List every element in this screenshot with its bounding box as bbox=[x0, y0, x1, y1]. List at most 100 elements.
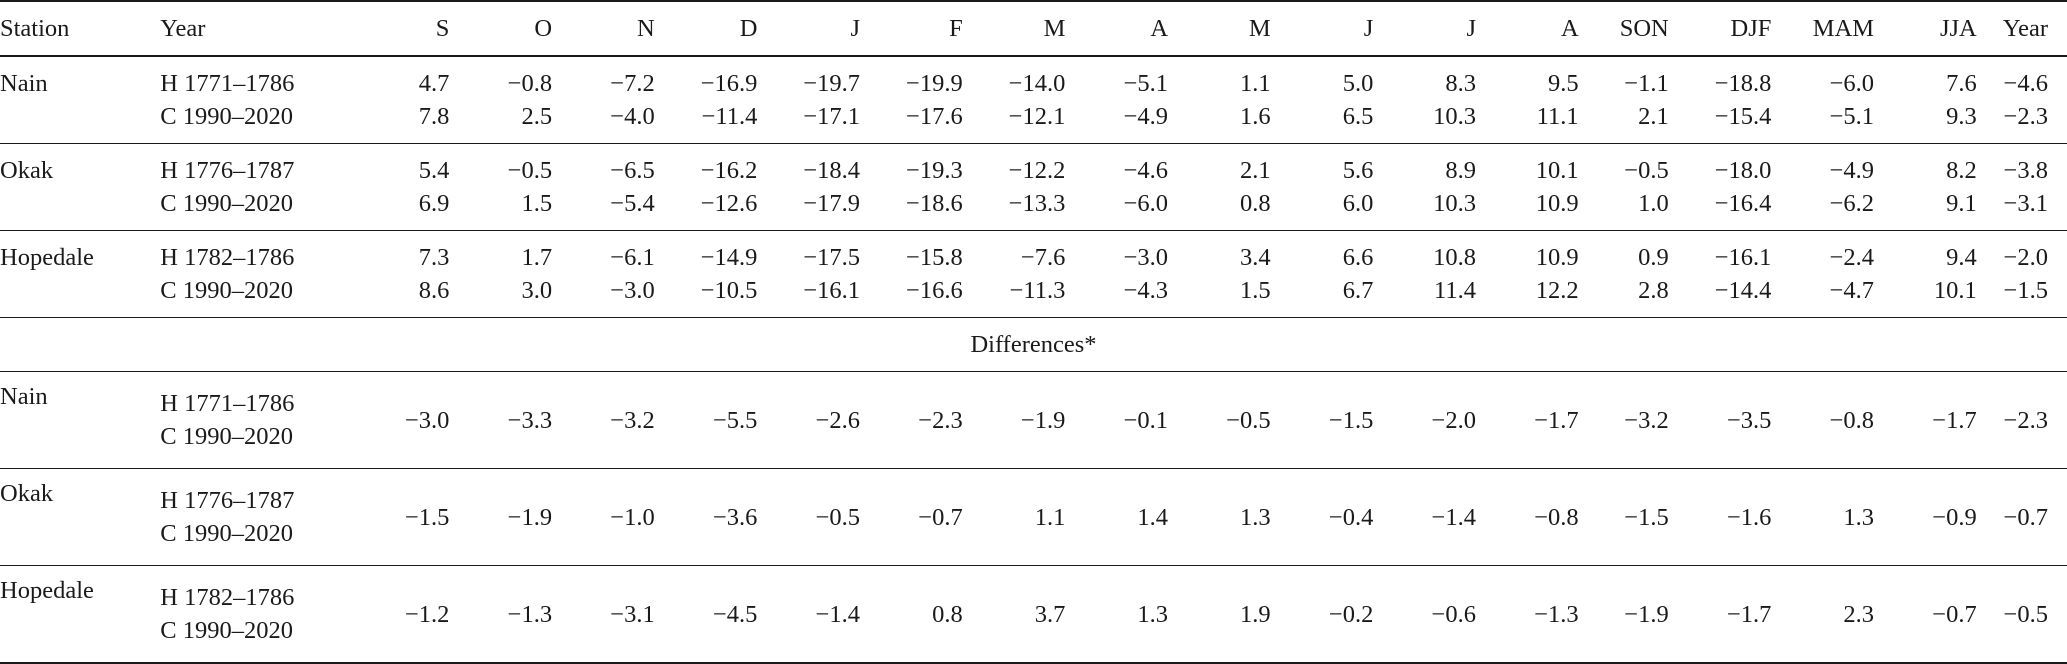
value-cell: −0.7 bbox=[1976, 468, 2067, 566]
period-stack: H 1782–1786 C 1990–2020 bbox=[160, 565, 360, 664]
station-cell: Nain bbox=[0, 70, 48, 97]
value-cell: 10.1 bbox=[1535, 157, 1579, 184]
column-header: A bbox=[1065, 0, 1169, 57]
value-cell: 1.1 bbox=[1240, 70, 1271, 97]
column-header: S bbox=[359, 0, 450, 57]
value-cell: 1.5 bbox=[1168, 274, 1271, 318]
value-cell: −3.0 bbox=[552, 274, 655, 318]
period-c: C 1990–2020 bbox=[160, 617, 293, 644]
value-cell: 10.3 bbox=[1373, 100, 1476, 144]
value-cell: 1.1 bbox=[962, 468, 1066, 566]
value-cell: 5.4 bbox=[418, 157, 450, 184]
value-cell: −18.6 bbox=[860, 187, 963, 231]
value-cell: −2.4 bbox=[1829, 244, 1875, 271]
value-cell: −10.5 bbox=[654, 274, 758, 318]
value-cell: 5.6 bbox=[1342, 157, 1374, 184]
value-cell: −7.6 bbox=[1020, 244, 1066, 271]
value-cell: −16.1 bbox=[1714, 244, 1772, 271]
column-header: A bbox=[1475, 0, 1579, 57]
value-cell: 1.0 bbox=[1578, 187, 1669, 231]
value-cell: 6.5 bbox=[1270, 100, 1374, 144]
station-cell bbox=[0, 274, 161, 318]
value-cell: −3.6 bbox=[654, 468, 758, 566]
column-header: Year bbox=[1976, 0, 2067, 57]
value-cell: −1.5 bbox=[359, 468, 450, 566]
column-header: J bbox=[1373, 0, 1476, 57]
difference-row: Okak H 1776–1787 C 1990–2020 −1.5 −1.9 −1.0 −3… bbox=[0, 468, 2067, 566]
period-h: H 1776–1787 bbox=[160, 487, 295, 514]
value-cell: −1.2 bbox=[359, 565, 450, 664]
value-cell: −1.4 bbox=[1373, 468, 1476, 566]
value-cell: −1.9 bbox=[1578, 565, 1669, 664]
value-cell: −3.1 bbox=[552, 565, 655, 664]
station-cell: Okak bbox=[0, 468, 161, 566]
value-cell: −1.7 bbox=[1668, 565, 1772, 664]
value-cell: −2.3 bbox=[1976, 371, 2067, 469]
value-cell: −14.0 bbox=[1008, 70, 1066, 97]
value-cell: 1.6 bbox=[1168, 100, 1271, 144]
value-cell: 11.4 bbox=[1373, 274, 1476, 318]
value-cell: 6.7 bbox=[1270, 274, 1374, 318]
value-cell: −14.9 bbox=[700, 244, 758, 271]
value-cell: −5.1 bbox=[1123, 70, 1169, 97]
value-cell: −2.0 bbox=[2003, 244, 2048, 271]
value-cell: −0.8 bbox=[1771, 371, 1875, 469]
period-h: H 1782–1786 bbox=[160, 584, 295, 611]
value-cell: 8.9 bbox=[1445, 157, 1476, 184]
value-cell: 10.9 bbox=[1475, 187, 1579, 231]
value-cell: 1.5 bbox=[449, 187, 553, 231]
value-cell: 1.9 bbox=[1168, 565, 1271, 664]
value-cell: −16.4 bbox=[1668, 187, 1772, 231]
value-cell: 8.2 bbox=[1946, 157, 1977, 184]
value-cell: 1.3 bbox=[1065, 565, 1169, 664]
value-cell: −16.9 bbox=[700, 70, 758, 97]
table-row: Okak H 1776–1787 5.4 −0.5 −6.5 −16.2 −18.4 −19.… bbox=[0, 144, 2067, 188]
value-cell: 10.9 bbox=[1535, 244, 1579, 271]
value-cell: −12.2 bbox=[1008, 157, 1066, 184]
value-cell: −1.7 bbox=[1475, 371, 1579, 469]
column-header-year: Year bbox=[160, 0, 360, 57]
value-cell: −3.1 bbox=[1976, 187, 2067, 231]
value-cell: 10.1 bbox=[1874, 274, 1977, 318]
value-cell: −0.5 bbox=[757, 468, 861, 566]
value-cell: −2.3 bbox=[860, 371, 963, 469]
value-cell: 1.4 bbox=[1065, 468, 1169, 566]
value-cell: −4.6 bbox=[2003, 70, 2048, 97]
value-cell: −5.5 bbox=[654, 371, 758, 469]
value-cell: 12.2 bbox=[1475, 274, 1579, 318]
period-cell: H 1776–1787 bbox=[160, 157, 295, 184]
value-cell: −2.3 bbox=[1976, 100, 2067, 144]
value-cell: −3.3 bbox=[449, 371, 553, 469]
value-cell: −7.2 bbox=[610, 70, 655, 97]
value-cell: −11.4 bbox=[654, 100, 758, 144]
value-cell: −4.5 bbox=[654, 565, 758, 664]
value-cell: 7.8 bbox=[359, 100, 450, 144]
value-cell: −16.1 bbox=[757, 274, 861, 318]
station-cell bbox=[0, 187, 161, 231]
value-cell: −12.1 bbox=[962, 100, 1066, 144]
station-cell: Nain bbox=[0, 371, 161, 469]
value-cell: 2.8 bbox=[1578, 274, 1669, 318]
period-c: C 1990–2020 bbox=[160, 520, 293, 547]
value-cell: −19.9 bbox=[906, 70, 963, 97]
station-cell: Hopedale bbox=[0, 244, 94, 271]
value-cell: 9.1 bbox=[1874, 187, 1977, 231]
period-c: C 1990–2020 bbox=[160, 423, 293, 450]
column-header: JJA bbox=[1874, 0, 1977, 57]
value-cell: 4.7 bbox=[418, 70, 450, 97]
value-cell: −13.3 bbox=[962, 187, 1066, 231]
value-cell: −19.7 bbox=[803, 70, 861, 97]
value-cell: 1.3 bbox=[1168, 468, 1271, 566]
value-cell: −4.7 bbox=[1771, 274, 1875, 318]
value-cell: 9.4 bbox=[1946, 244, 1977, 271]
period-cell: C 1990–2020 bbox=[160, 274, 360, 318]
value-cell: 6.6 bbox=[1342, 244, 1374, 271]
table-row: Hopedale H 1782–1786 7.3 1.7 −6.1 −14.9 −17.5 −… bbox=[0, 231, 2067, 275]
value-cell: 3.7 bbox=[962, 565, 1066, 664]
value-cell: −17.6 bbox=[860, 100, 963, 144]
value-cell: 2.5 bbox=[449, 100, 553, 144]
value-cell: −5.1 bbox=[1771, 100, 1875, 144]
column-header: O bbox=[449, 0, 553, 57]
value-cell: 7.3 bbox=[418, 244, 450, 271]
table-row: C 1990–2020 7.8 2.5 −4.0 −11.4 −17.1 −17.6 −12.… bbox=[0, 100, 2067, 144]
